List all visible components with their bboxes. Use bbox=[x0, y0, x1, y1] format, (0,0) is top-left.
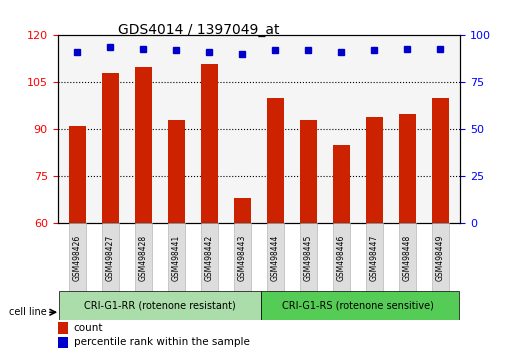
Text: GSM498428: GSM498428 bbox=[139, 234, 148, 281]
Text: GSM498446: GSM498446 bbox=[337, 234, 346, 281]
Text: GSM498426: GSM498426 bbox=[73, 234, 82, 281]
Bar bbox=[366, 223, 383, 292]
Text: GSM498449: GSM498449 bbox=[436, 234, 445, 281]
Text: percentile rank within the sample: percentile rank within the sample bbox=[74, 337, 249, 347]
Bar bbox=[58, 337, 67, 348]
Bar bbox=[333, 223, 350, 292]
Text: count: count bbox=[74, 323, 103, 333]
Bar bbox=[135, 223, 152, 292]
Bar bbox=[59, 291, 260, 320]
Bar bbox=[300, 223, 317, 292]
Bar bbox=[432, 223, 449, 292]
Bar bbox=[69, 223, 86, 292]
Bar bbox=[168, 120, 185, 223]
Bar bbox=[333, 145, 350, 223]
Bar bbox=[135, 67, 152, 223]
Bar bbox=[267, 223, 284, 292]
Text: GDS4014 / 1397049_at: GDS4014 / 1397049_at bbox=[118, 23, 279, 37]
Bar bbox=[366, 117, 383, 223]
Bar bbox=[260, 291, 459, 320]
Bar bbox=[102, 223, 119, 292]
Bar bbox=[432, 98, 449, 223]
Bar bbox=[201, 223, 218, 292]
Text: GSM498444: GSM498444 bbox=[271, 234, 280, 281]
Bar bbox=[58, 322, 67, 334]
Bar bbox=[300, 120, 316, 223]
Bar bbox=[69, 126, 86, 223]
Text: GSM498443: GSM498443 bbox=[238, 234, 247, 281]
Text: GSM498441: GSM498441 bbox=[172, 234, 181, 281]
Bar bbox=[234, 198, 251, 223]
Text: CRI-G1-RS (rotenone sensitive): CRI-G1-RS (rotenone sensitive) bbox=[282, 301, 434, 311]
Text: GSM498445: GSM498445 bbox=[304, 234, 313, 281]
Bar bbox=[399, 223, 416, 292]
Bar bbox=[102, 73, 119, 223]
Text: GSM498427: GSM498427 bbox=[106, 234, 115, 281]
Bar bbox=[234, 223, 251, 292]
Text: GSM498442: GSM498442 bbox=[205, 234, 214, 281]
Text: GSM498448: GSM498448 bbox=[403, 234, 412, 281]
Bar bbox=[168, 223, 185, 292]
Text: CRI-G1-RR (rotenone resistant): CRI-G1-RR (rotenone resistant) bbox=[84, 301, 236, 311]
Text: GSM498447: GSM498447 bbox=[370, 234, 379, 281]
Bar bbox=[399, 114, 416, 223]
Bar bbox=[201, 64, 218, 223]
Text: cell line: cell line bbox=[9, 307, 47, 317]
Bar bbox=[267, 98, 283, 223]
